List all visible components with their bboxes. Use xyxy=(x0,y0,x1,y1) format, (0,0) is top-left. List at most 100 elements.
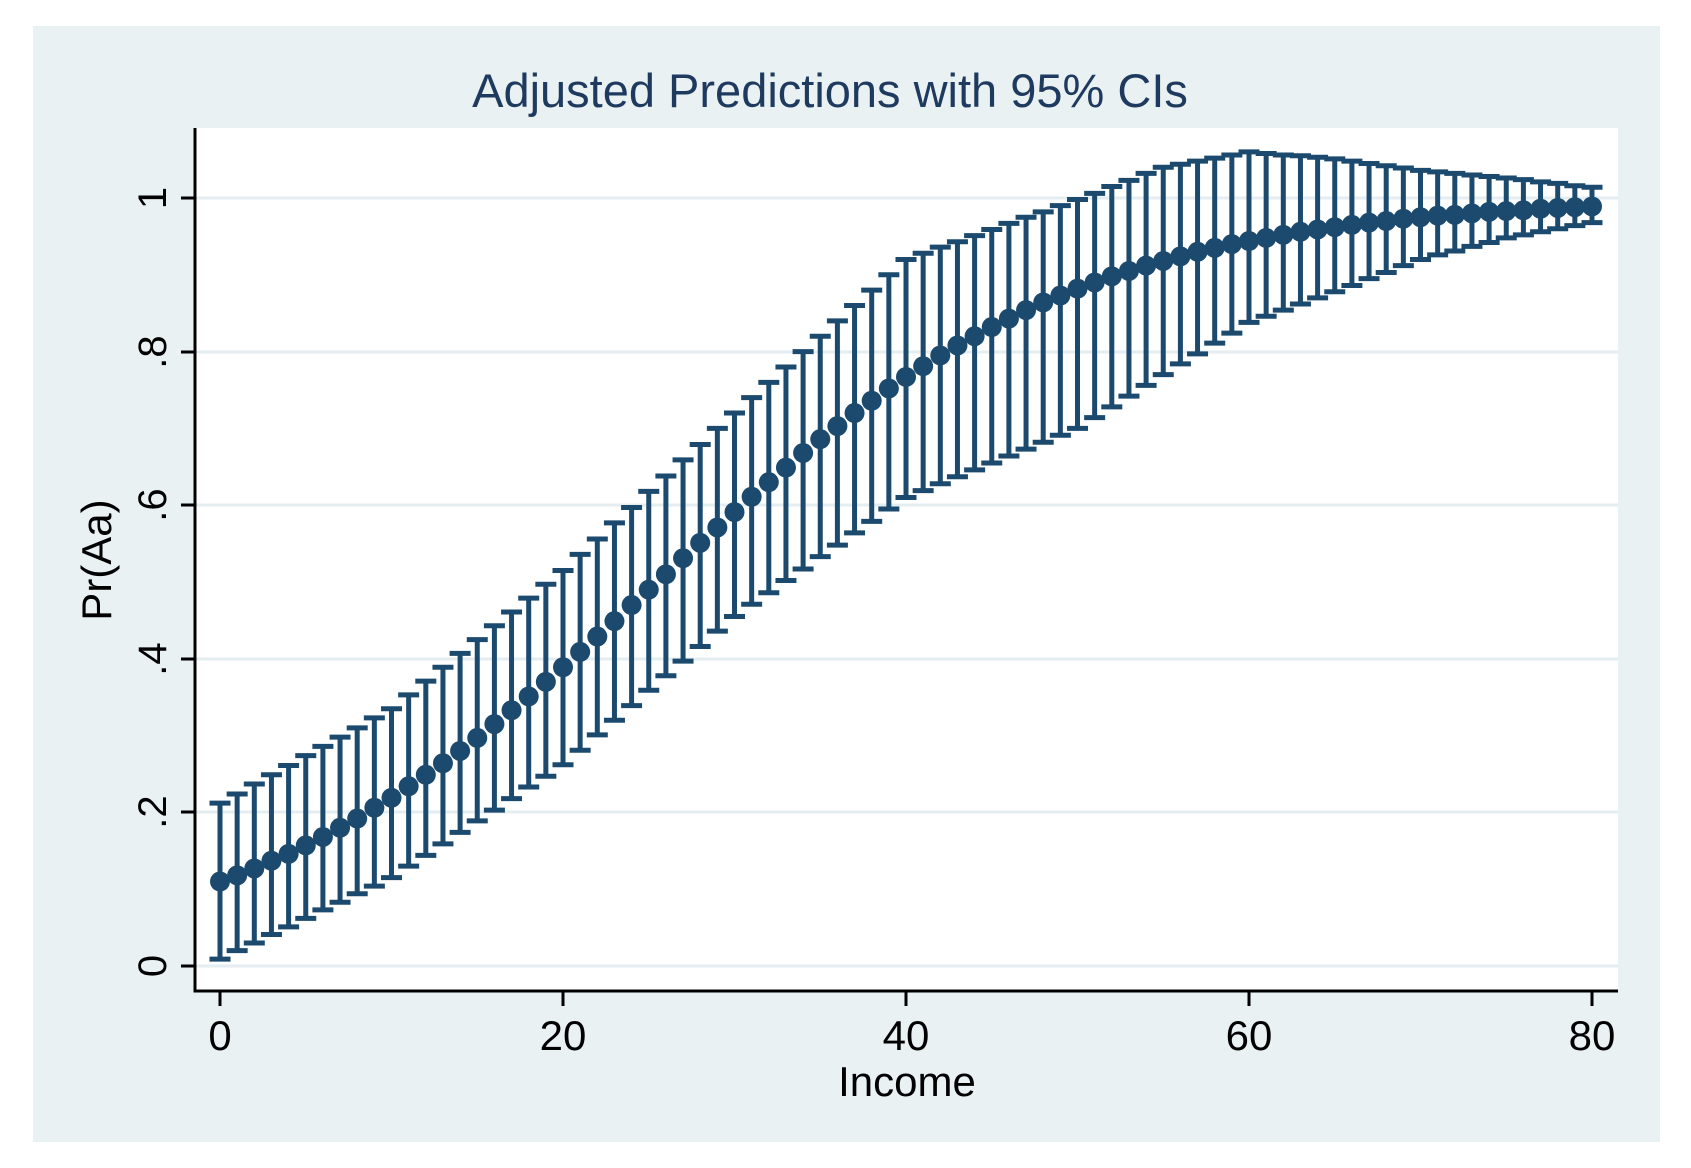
prediction-marker xyxy=(793,442,814,463)
prediction-marker xyxy=(312,826,333,847)
prediction-marker xyxy=(1479,201,1500,222)
prediction-marker xyxy=(655,564,676,585)
prediction-marker xyxy=(1050,285,1071,306)
prediction-marker xyxy=(810,429,831,450)
prediction-marker xyxy=(432,753,453,774)
prediction-marker xyxy=(1221,234,1242,255)
prediction-marker xyxy=(913,356,934,377)
prediction-marker xyxy=(518,686,539,707)
ci-error-bar xyxy=(1118,177,1140,399)
prediction-marker xyxy=(1084,272,1105,293)
prediction-marker xyxy=(1290,221,1311,242)
prediction-marker xyxy=(621,595,642,616)
prediction-marker xyxy=(381,787,402,808)
y-tick-label-0-8: .8 xyxy=(131,335,175,368)
prediction-marker xyxy=(1153,250,1174,271)
prediction-marker xyxy=(1033,292,1054,313)
prediction-marker xyxy=(930,345,951,366)
ci-error-bar xyxy=(1067,197,1088,431)
prediction-marker xyxy=(1273,224,1294,245)
prediction-marker xyxy=(1547,197,1568,218)
x-tick-labels: 0 20 40 60 80 xyxy=(208,1012,1615,1059)
y-tick-label-0: 0 xyxy=(131,955,175,977)
prediction-marker xyxy=(1239,231,1259,252)
prediction-marker xyxy=(964,326,985,347)
prediction-marker xyxy=(878,378,899,399)
prediction-marker xyxy=(1564,197,1585,218)
prediction-marker xyxy=(227,865,248,886)
prediction-marker xyxy=(244,858,265,879)
prediction-marker xyxy=(210,871,230,892)
prediction-marker xyxy=(981,317,1002,338)
y-tick-label-0-4: .4 xyxy=(131,642,175,675)
gridlines xyxy=(195,196,1618,968)
prediction-marker xyxy=(758,472,779,493)
prediction-marker xyxy=(450,740,471,761)
y-tick-label-1: 1 xyxy=(131,187,175,209)
x-tick-label-80: 80 xyxy=(1569,1012,1616,1059)
prediction-marker xyxy=(707,517,728,538)
prediction-marker xyxy=(1582,196,1602,217)
prediction-marker xyxy=(947,335,968,356)
prediction-marker xyxy=(1170,246,1191,267)
prediction-marker xyxy=(998,308,1019,329)
prediction-marker xyxy=(1204,237,1225,258)
prediction-marker xyxy=(1187,241,1208,262)
prediction-marker xyxy=(1393,208,1414,229)
prediction-marker xyxy=(330,817,351,838)
prediction-marker xyxy=(827,416,848,437)
x-axis-title: Income xyxy=(838,1058,976,1105)
y-axis-title: Pr(Aa) xyxy=(73,499,120,620)
prediction-marker xyxy=(364,797,385,818)
prediction-marker xyxy=(1324,217,1345,238)
prediction-marker xyxy=(467,727,488,748)
prediction-marker xyxy=(1410,207,1431,228)
prediction-marker xyxy=(690,532,711,553)
prediction-marker xyxy=(295,835,316,856)
prediction-marker xyxy=(535,671,556,692)
x-tick-label-60: 60 xyxy=(1226,1012,1273,1059)
prediction-marker xyxy=(1496,201,1517,222)
prediction-marker xyxy=(1307,219,1328,240)
prediction-marker xyxy=(775,457,796,478)
ci-error-bar xyxy=(1049,203,1071,438)
x-tick-marks xyxy=(218,991,1594,1006)
prediction-marker xyxy=(1461,203,1482,224)
prediction-marker xyxy=(1256,227,1277,248)
prediction-marker xyxy=(724,502,745,523)
prediction-marker xyxy=(1444,204,1465,225)
prediction-marker xyxy=(398,776,419,797)
prediction-marker xyxy=(415,764,436,785)
prediction-marker xyxy=(261,850,282,871)
ci-error-bar xyxy=(981,226,1003,466)
prediction-marker xyxy=(501,700,522,721)
prediction-marker xyxy=(1376,211,1397,232)
y-tick-marks xyxy=(181,196,195,968)
x-tick-label-20: 20 xyxy=(540,1012,587,1059)
ci-error-bar xyxy=(946,239,968,480)
x-tick-label-40: 40 xyxy=(883,1012,930,1059)
prediction-marker xyxy=(484,714,505,735)
ci-error-bar xyxy=(998,220,1020,459)
prediction-marker xyxy=(1016,300,1037,321)
chart-title: Adjusted Predictions with 95% CIs xyxy=(472,64,1188,117)
prediction-marker xyxy=(741,486,762,507)
prediction-marker xyxy=(278,843,299,864)
prediction-marker xyxy=(570,641,591,662)
ci-error-bar xyxy=(964,233,986,473)
ci-error-bar xyxy=(1084,190,1106,421)
prediction-marker xyxy=(587,626,608,647)
y-tick-label-0-2: .2 xyxy=(131,795,175,828)
ci-error-bar xyxy=(1101,183,1123,410)
prediction-marker xyxy=(604,611,625,632)
prediction-marker xyxy=(1359,212,1380,233)
x-tick-label-0: 0 xyxy=(208,1012,231,1059)
ci-error-bar xyxy=(1015,214,1037,452)
prediction-marker xyxy=(1530,198,1551,219)
prediction-marker xyxy=(1101,266,1122,287)
prediction-marker xyxy=(553,657,573,678)
prediction-marker xyxy=(673,548,694,569)
prediction-marker xyxy=(1118,260,1139,281)
prediction-marker xyxy=(844,403,865,424)
